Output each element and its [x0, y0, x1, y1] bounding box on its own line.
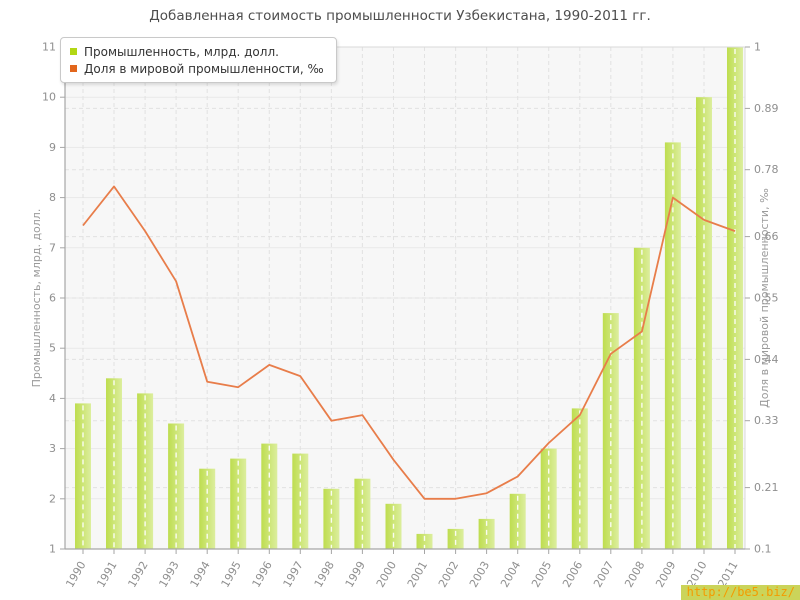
x-tick-label-2006: 2006 [560, 559, 585, 588]
y-left-tick-label: 1 [49, 543, 56, 556]
x-tick-label-2008: 2008 [622, 559, 647, 588]
x-tick-label-1995: 1995 [219, 559, 244, 588]
bar-1990 [75, 403, 91, 549]
watermark-link[interactable]: http://be5.biz/ [680, 585, 800, 600]
line-series-world-share [82, 185, 736, 500]
x-tick-label-1992: 1992 [125, 559, 150, 588]
legend-label-world-share: Доля в мировой промышленности, ‰ [84, 61, 324, 76]
y-left-tick-label: 4 [49, 392, 56, 405]
y-right-tick-label: 0.33 [754, 414, 779, 427]
x-tick-label-1991: 1991 [94, 559, 119, 588]
x-tick-label-2005: 2005 [529, 559, 554, 588]
x-tick-label-1997: 1997 [281, 559, 306, 588]
bar-2002 [447, 528, 464, 549]
y-axis-left-label: Промышленность, млрд. долл. [30, 209, 43, 388]
y-left-tick-label: 10 [42, 91, 56, 104]
x-tick-label-1999: 1999 [343, 559, 368, 588]
bar-1995 [230, 458, 247, 549]
y-right-tick-label: 0.1 [754, 543, 772, 556]
x-tick-label-2001: 2001 [405, 559, 430, 588]
y-left-tick-label: 2 [49, 492, 56, 505]
y-axis-right-label: Доля в мировой промышленности, ‰ [758, 188, 771, 408]
y-left-tick-label: 11 [42, 41, 56, 54]
bar-1993 [168, 423, 185, 549]
x-tick-label-2002: 2002 [436, 559, 461, 588]
x-tick-label-2000: 2000 [374, 559, 399, 588]
x-tick-label-1996: 1996 [250, 559, 275, 588]
y-left-tick-label: 7 [49, 241, 56, 254]
legend-item-industry: Промышленность, млрд. долл. [70, 43, 324, 60]
x-tick-label-2011: 2011 [715, 559, 740, 588]
bar-2007 [602, 313, 619, 549]
bar-1996 [261, 443, 278, 549]
y-right-tick-label: 0.89 [754, 102, 779, 115]
x-tick-label-1994: 1994 [188, 559, 213, 588]
y-right-tick-label: 1 [754, 41, 761, 54]
x-tick-label-2009: 2009 [653, 559, 678, 588]
y-right-tick-label: 0.66 [754, 230, 779, 243]
legend-item-world-share: Доля в мировой промышленности, ‰ [70, 60, 324, 77]
legend: Промышленность, млрд. долл. Доля в миров… [60, 37, 337, 83]
x-tick-label-2007: 2007 [591, 559, 616, 588]
x-tick-label-2003: 2003 [467, 559, 492, 588]
y-right-tick-label: 0.55 [754, 292, 779, 305]
y-right-tick-label: 0.21 [754, 481, 779, 494]
legend-label-industry: Промышленность, млрд. долл. [84, 44, 279, 59]
x-tick-label-1990: 1990 [63, 559, 88, 588]
y-left-tick-label: 3 [49, 442, 56, 455]
y-left-tick-label: 5 [49, 342, 56, 355]
bar-2011 [727, 47, 743, 549]
bar-2004 [509, 493, 526, 549]
x-tick-label-1993: 1993 [156, 559, 181, 588]
y-left-tick-label: 6 [49, 292, 56, 305]
bar-series-swatch-icon [70, 48, 77, 55]
x-tick-label-1998: 1998 [312, 559, 337, 588]
y-right-tick-label: 0.44 [754, 353, 779, 366]
line-series-swatch-icon [70, 65, 77, 72]
bar-2010 [696, 97, 712, 549]
y-left-tick-label: 8 [49, 191, 56, 204]
y-right-tick-label: 0.78 [754, 163, 779, 176]
bar-2006 [571, 408, 588, 549]
chart-title: Добавленная стоимость промышленности Узб… [149, 8, 651, 24]
bar-2001 [416, 533, 433, 549]
x-tick-label-2004: 2004 [498, 559, 523, 588]
y-left-tick-label: 9 [49, 141, 56, 154]
x-tick-label-2010: 2010 [684, 559, 709, 588]
bar-1999 [354, 478, 371, 549]
